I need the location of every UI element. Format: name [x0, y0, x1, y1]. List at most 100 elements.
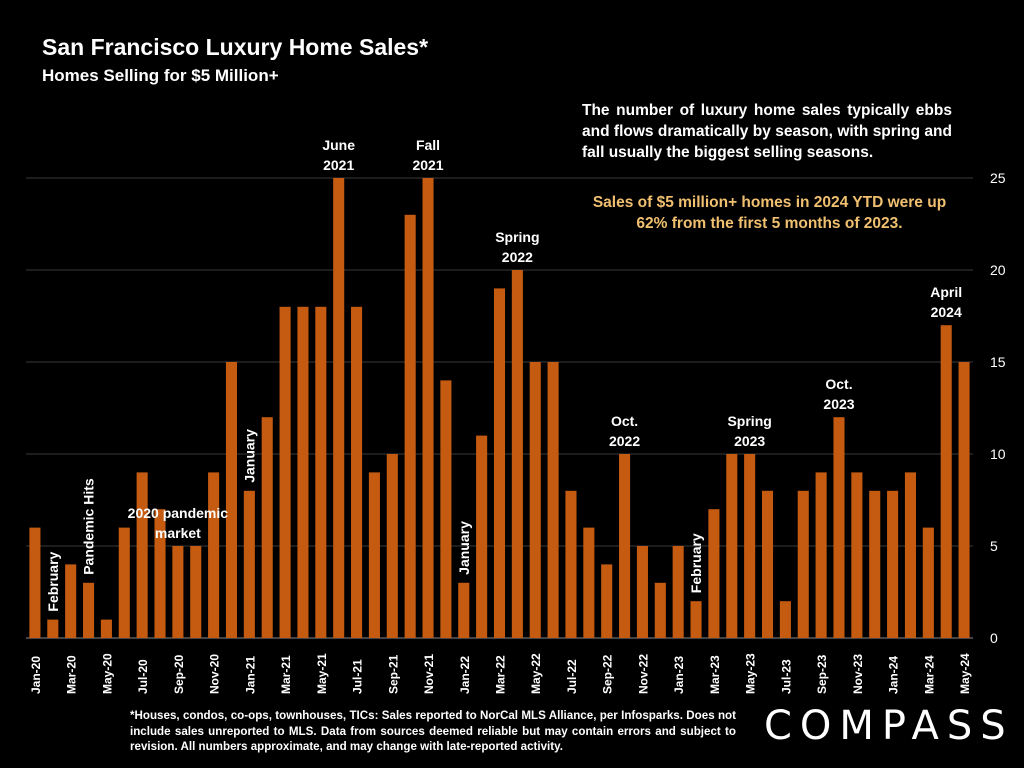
x-tick-label: Nov-21: [422, 654, 436, 694]
x-tick-label: May-21: [315, 653, 329, 694]
bar: [315, 306, 327, 638]
bar: [529, 362, 541, 638]
bar: [118, 527, 130, 638]
bar: [476, 435, 488, 638]
y-tick-label: 0: [990, 630, 998, 646]
y-tick-label: 5: [990, 538, 998, 554]
bar: [208, 472, 220, 638]
x-tick-label: Jan-24: [887, 656, 901, 694]
x-tick-label: Nov-20: [208, 654, 222, 694]
x-tick-label: Jul-22: [565, 659, 579, 694]
bar: [368, 472, 380, 638]
bar: [100, 619, 112, 638]
x-tick-label: May-20: [100, 653, 114, 694]
x-tick-label: Mar-22: [494, 655, 508, 694]
bar: [404, 214, 416, 639]
bar: [779, 601, 791, 638]
bar: [904, 472, 917, 638]
x-tick-label: Jan-23: [672, 656, 686, 694]
bar: [922, 527, 934, 638]
bar: [297, 306, 309, 638]
x-tick-label: Nov-23: [851, 654, 865, 694]
bar: [172, 546, 184, 638]
annotation-label: Fall 2021: [412, 137, 443, 173]
bar: [690, 601, 702, 638]
bar: [619, 454, 631, 638]
bar: [279, 306, 291, 638]
x-tick-label: Mar-20: [65, 655, 79, 694]
bar: [190, 546, 202, 638]
x-tick-label: Nov-22: [636, 654, 650, 694]
bar: [654, 582, 666, 638]
y-tick-label: 15: [990, 354, 1006, 370]
bar: [761, 490, 774, 638]
bar: [440, 380, 452, 638]
bar: [815, 472, 827, 638]
bar: [636, 546, 648, 638]
x-tick-label: Jul-23: [779, 659, 793, 694]
bar: [565, 490, 577, 638]
x-tick-label: Sep-23: [815, 654, 829, 694]
bar: [493, 288, 506, 638]
footnote: *Houses, condos, co-ops, townhouses, TIC…: [130, 709, 736, 753]
x-tick-label: Jan-20: [29, 656, 43, 694]
bar: [136, 472, 148, 638]
bar: [672, 546, 684, 638]
bar: [869, 490, 881, 638]
bar: [583, 527, 595, 638]
bar: [333, 178, 345, 638]
annotation-label: 2020 pandemic market: [128, 505, 229, 541]
annotation-label: Spring 2022: [495, 229, 539, 265]
x-tick-label: Sep-20: [172, 654, 186, 694]
bar: [29, 527, 41, 638]
x-tick-label: May-22: [529, 653, 543, 694]
compass-logo: COMPASS: [764, 703, 1014, 749]
x-tick-label: Jul-21: [351, 659, 365, 694]
bar: [458, 582, 470, 638]
y-axis-labels: 0 5 10 15 20 25: [990, 170, 1006, 646]
bar: [708, 509, 720, 638]
annotation-label: April 2024: [930, 284, 962, 320]
bar: [511, 270, 523, 638]
chart-subtitle: Homes Selling for $5 Million+: [42, 66, 279, 85]
commentary-note: The number of luxury home sales typicall…: [582, 102, 952, 161]
bar: [726, 454, 738, 638]
x-tick-label: May-24: [958, 653, 972, 694]
x-tick-label: Jan-21: [243, 656, 257, 694]
bar: [243, 490, 255, 638]
commentary-highlight: Sales of $5 million+ homes in 2024 YTD w…: [592, 194, 947, 232]
bar: [601, 564, 613, 638]
chart-title: San Francisco Luxury Home Sales*: [42, 34, 429, 60]
annotation-label: Pandemic Hits: [81, 478, 97, 575]
annotation-label: February: [45, 551, 61, 611]
x-tick-label: May-23: [744, 653, 758, 694]
bar: [154, 509, 166, 638]
annotation-label: February: [688, 533, 704, 593]
x-axis-labels: Jan-20 Mar-20 May-20 Jul-20 Sep-20 Nov-20 Jan-…: [29, 653, 972, 694]
x-tick-label: Sep-21: [386, 654, 400, 694]
x-tick-label: Mar-21: [279, 655, 293, 694]
x-tick-label: Mar-23: [708, 655, 722, 694]
bar: [261, 417, 273, 638]
annotations: February Pandemic Hits January January Febru…: [45, 137, 962, 612]
bar: [797, 490, 809, 638]
x-tick-label: Jul-20: [136, 659, 150, 694]
x-tick-label: Jan-22: [458, 656, 472, 694]
bar: [65, 564, 77, 638]
bar: [225, 362, 238, 638]
y-tick-label: 10: [990, 446, 1006, 462]
bar-series: [29, 178, 970, 639]
annotation-label: Oct. 2023: [823, 376, 854, 412]
bar: [47, 619, 59, 638]
bar: [547, 362, 559, 638]
bar: [744, 454, 756, 638]
annotation-label: Spring 2023: [727, 413, 771, 449]
annotation-label: June 2021: [322, 137, 355, 173]
annotation-label: January: [241, 429, 257, 483]
bar: [958, 362, 970, 638]
x-tick-label: Mar-24: [922, 655, 936, 694]
y-tick-label: 25: [990, 170, 1006, 186]
bar: [940, 325, 952, 638]
x-tick-label: Sep-22: [601, 654, 615, 694]
